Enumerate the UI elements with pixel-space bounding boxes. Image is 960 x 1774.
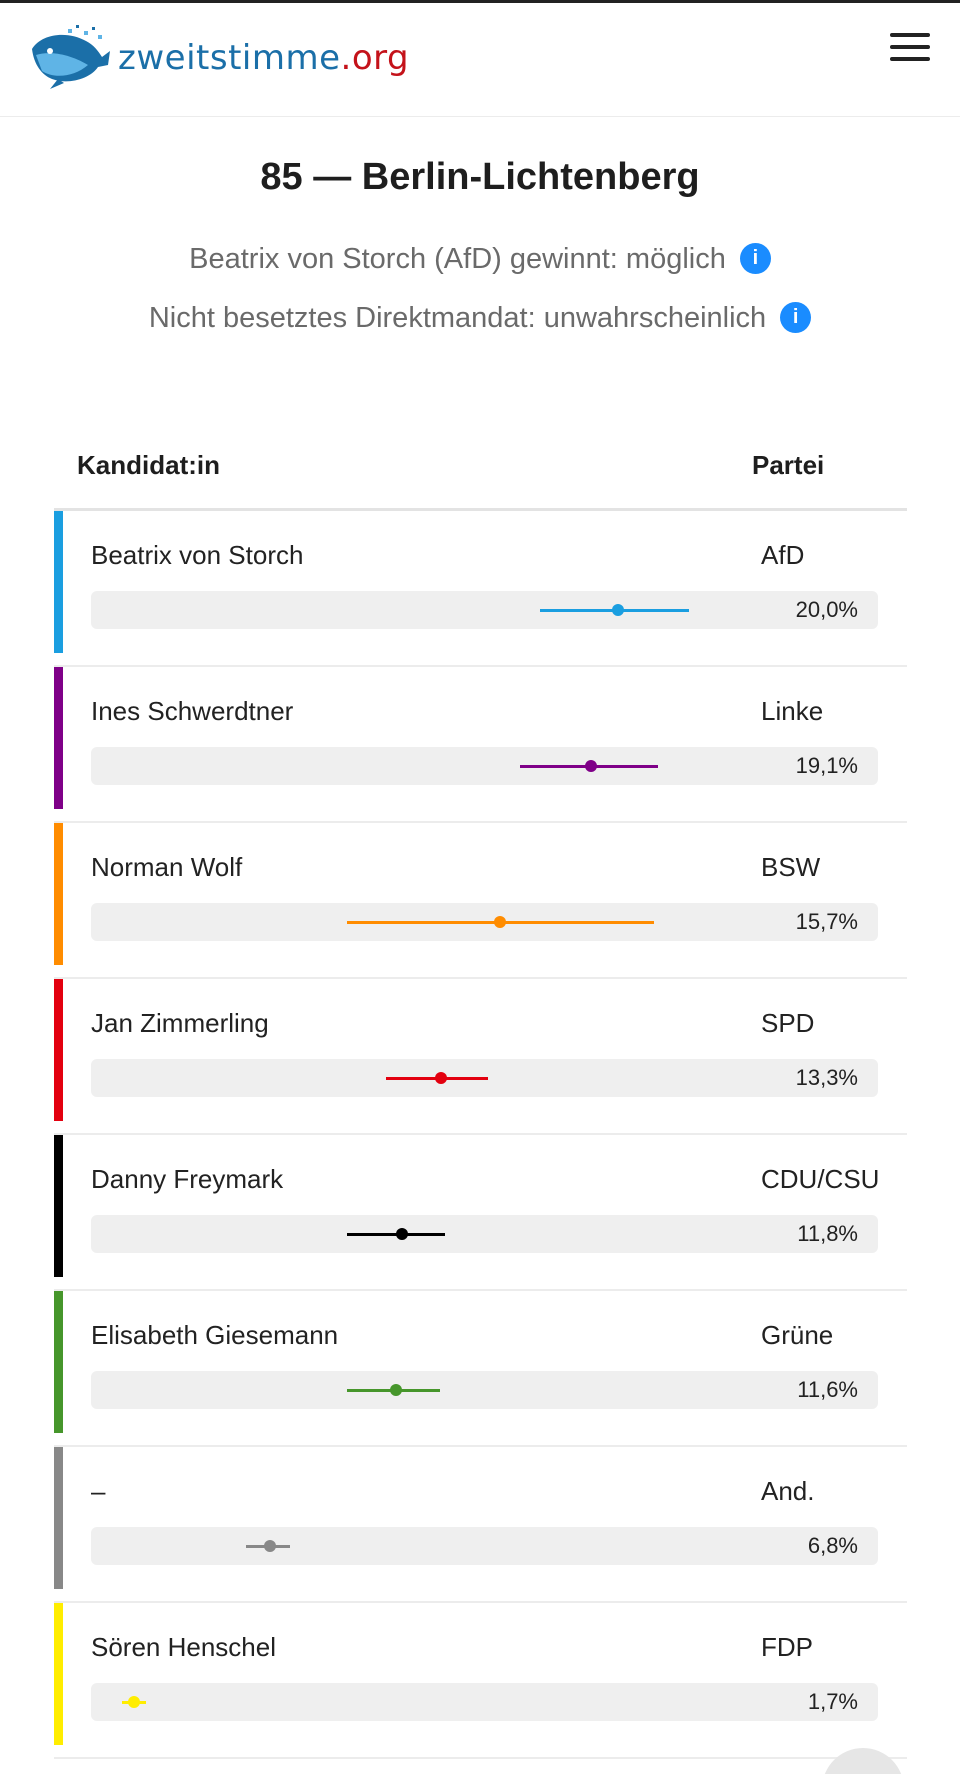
party-color-stripe [54, 667, 63, 809]
party-color-stripe [54, 1447, 63, 1589]
vote-share-value: 1,7% [807, 1689, 858, 1714]
site-header: zweitstimme.org [0, 3, 960, 117]
column-header-candidate: Kandidat:in [77, 450, 220, 480]
logo-wordmark: zweitstimme.org [118, 38, 410, 78]
party-name: Linke [761, 696, 824, 726]
forecast-estimate-dot [128, 1696, 141, 1708]
site-logo[interactable]: zweitstimme.org [28, 21, 409, 91]
vote-share-value: 13,3% [795, 1065, 858, 1090]
candidate-table: Beatrix von Storch AfD 20,0% Ines Schwerdtn… [54, 511, 907, 1759]
candidate-name: Norman Wolf [91, 852, 243, 882]
party-color-stripe [54, 1291, 63, 1433]
hamburger-menu-icon[interactable] [890, 33, 930, 65]
party-name: Grüne [761, 1320, 834, 1350]
forecast-estimate-dot [494, 916, 507, 928]
party-color-stripe [54, 511, 63, 653]
forecast-track: 1,7% [91, 1683, 878, 1721]
table-row[interactable]: Norman Wolf BSW 15,7% [54, 823, 907, 979]
forecast-track: 6,8% [91, 1527, 878, 1565]
vote-share-value: 11,8% [797, 1221, 858, 1246]
forecast-estimate-dot [395, 1228, 408, 1240]
whale-logo-icon [32, 25, 110, 89]
party-name: CDU/CSU [761, 1164, 880, 1194]
party-color-stripe [54, 823, 63, 965]
table-row[interactable]: Danny Freymark CDU/CSU 11,8% [54, 1135, 907, 1291]
party-name: FDP [761, 1632, 813, 1662]
candidate-name: Danny Freymark [91, 1164, 284, 1194]
vote-share-value: 15,7% [795, 909, 858, 934]
vote-share-value: 11,6% [797, 1377, 858, 1402]
forecast-estimate-dot [389, 1384, 402, 1396]
table-row[interactable]: Ines Schwerdtner Linke 19,1% [54, 667, 907, 823]
candidate-name: Elisabeth Giesemann [91, 1320, 339, 1350]
forecast-estimate-dot [584, 760, 597, 772]
party-color-stripe [54, 979, 63, 1121]
candidate-name: Jan Zimmerling [91, 1008, 269, 1038]
winner-status: Beatrix von Storch (AfD) gewinnt: möglic… [0, 242, 960, 276]
party-name: And. [761, 1476, 815, 1506]
forecast-track: 11,8% [91, 1215, 878, 1253]
winner-status-text: Beatrix von Storch (AfD) gewinnt: möglic… [189, 243, 726, 275]
party-color-stripe [54, 1135, 63, 1277]
candidate-name: Sören Henschel [91, 1632, 276, 1662]
page-title: 85 — Berlin-Lichtenberg [260, 156, 700, 198]
candidate-name: Beatrix von Storch [91, 540, 304, 570]
forecast-track: 15,7% [91, 903, 878, 941]
column-header-party: Partei [752, 450, 825, 480]
forecast-track: 13,3% [91, 1059, 878, 1097]
top-border [0, 0, 960, 3]
table-row[interactable]: – And. 6,8% [54, 1447, 907, 1603]
party-color-stripe [54, 1603, 63, 1745]
party-name: BSW [761, 852, 821, 882]
vote-share-value: 19,1% [795, 753, 858, 778]
party-name: SPD [761, 1008, 815, 1038]
forecast-estimate-dot [263, 1540, 276, 1552]
info-icon[interactable]: i [780, 301, 812, 333]
forecast-estimate-dot [435, 1072, 448, 1084]
forecast-track: 11,6% [91, 1371, 878, 1409]
info-icon[interactable]: i [739, 242, 771, 274]
vote-share-value: 6,8% [807, 1533, 858, 1558]
table-row[interactable]: Sören Henschel FDP 1,7% [54, 1603, 907, 1759]
vote-share-value: 20,0% [795, 597, 858, 622]
table-row[interactable]: Jan Zimmerling SPD 13,3% [54, 979, 907, 1135]
unfilled-mandate-status: Nicht besetztes Direktmandat: unwahrsche… [0, 301, 960, 335]
unfilled-mandate-status-text: Nicht besetztes Direktmandat: unwahrsche… [148, 302, 767, 334]
table-row[interactable]: Elisabeth Giesemann Grüne 11,6% [54, 1291, 907, 1447]
candidate-name: Ines Schwerdtner [91, 696, 294, 726]
forecast-track: 19,1% [91, 747, 878, 785]
forecast-track: 20,0% [91, 591, 878, 629]
table-row[interactable]: Beatrix von Storch AfD 20,0% [54, 511, 907, 667]
party-name: AfD [761, 540, 805, 570]
candidate-name: – [91, 1476, 106, 1506]
forecast-estimate-dot [612, 604, 625, 616]
table-header: Kandidat:in Partei [54, 440, 907, 511]
